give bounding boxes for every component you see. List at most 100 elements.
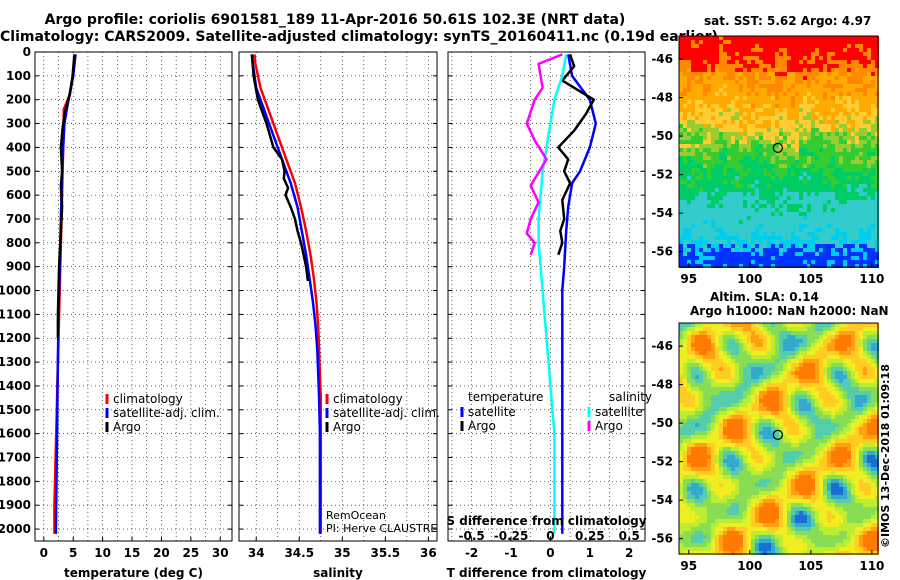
map-cell: [783, 411, 787, 415]
map-cell: [739, 236, 743, 240]
map-cell: [715, 124, 719, 128]
map-cell: [743, 475, 747, 479]
map-cell: [847, 44, 851, 48]
map-cell: [775, 495, 779, 499]
map-cell: [815, 120, 819, 124]
map-cell: [691, 36, 695, 40]
map-cell: [787, 192, 791, 196]
map-cell: [791, 539, 795, 543]
map-cell: [811, 112, 815, 116]
map-cell: [695, 72, 699, 76]
map-cell: [747, 475, 751, 479]
map-cell: [719, 160, 723, 164]
map-cell: [683, 88, 687, 92]
map-cell: [863, 236, 867, 240]
map-cell: [835, 44, 839, 48]
map-cell: [691, 44, 695, 48]
map-cell: [715, 96, 719, 100]
map-cell: [831, 212, 835, 216]
map-cell: [699, 108, 703, 112]
map-cell: [707, 515, 711, 519]
map-cell: [863, 88, 867, 92]
map-cell: [739, 371, 743, 375]
map-cell: [719, 531, 723, 535]
map-cell: [687, 68, 691, 72]
map-cell: [679, 427, 683, 431]
map-cell: [819, 60, 823, 64]
map-cell: [767, 531, 771, 535]
map-cell: [699, 327, 703, 331]
map-cell: [691, 419, 695, 423]
map-cell: [739, 499, 743, 503]
map-cell: [751, 423, 755, 427]
map-cell: [779, 391, 783, 395]
map-cell: [715, 403, 719, 407]
map-cell: [787, 200, 791, 204]
map-cell: [783, 76, 787, 80]
map-cell: [727, 431, 731, 435]
map-cell: [727, 539, 731, 543]
map-cell: [791, 120, 795, 124]
map-cell: [819, 120, 823, 124]
map-cell: [763, 144, 767, 148]
map-cell: [791, 200, 795, 204]
map-cell: [699, 351, 703, 355]
map-cell: [859, 132, 863, 136]
map-cell: [723, 164, 727, 168]
map-cell: [711, 68, 715, 72]
map-cell: [859, 144, 863, 148]
map-cell: [799, 339, 803, 343]
map-cell: [735, 519, 739, 523]
map-cell: [871, 64, 875, 68]
map-cell: [763, 196, 767, 200]
map-cell: [831, 68, 835, 72]
map-cell: [699, 136, 703, 140]
map-cell: [683, 415, 687, 419]
map-cell: [679, 331, 683, 335]
map-cell: [787, 523, 791, 527]
map-cell: [719, 108, 723, 112]
map-cell: [719, 76, 723, 80]
map-cell: [851, 160, 855, 164]
map-cell: [783, 547, 787, 551]
map-cell: [679, 112, 683, 116]
map-cell: [727, 367, 731, 371]
map-cell: [679, 48, 683, 52]
map-cell: [715, 391, 719, 395]
map-cell: [791, 84, 795, 88]
map-cell: [795, 427, 799, 431]
map-cell: [679, 140, 683, 144]
map-cell: [871, 192, 875, 196]
map-cell: [875, 40, 879, 44]
map-cell: [767, 427, 771, 431]
map-cell: [791, 228, 795, 232]
map-cell: [787, 80, 791, 84]
map-cell: [771, 343, 775, 347]
map-cell: [687, 527, 691, 531]
map-cell: [679, 547, 683, 551]
map-cell: [843, 200, 847, 204]
map-cell: [767, 124, 771, 128]
map-cell: [763, 84, 767, 88]
map-cell: [835, 192, 839, 196]
map-cell: [695, 136, 699, 140]
map-cell: [779, 323, 783, 327]
map-cell: [731, 156, 735, 160]
map-cell: [687, 355, 691, 359]
map-cell: [683, 347, 687, 351]
map-cell: [831, 40, 835, 44]
map-cell: [783, 144, 787, 148]
map-cell: [811, 80, 815, 84]
map-cell: [703, 351, 707, 355]
map-cell: [691, 248, 695, 252]
map-cell: [735, 511, 739, 515]
map-cell: [691, 264, 695, 268]
map-cell: [679, 192, 683, 196]
map-cell: [847, 244, 851, 248]
map-cell: [751, 483, 755, 487]
map-cell: [815, 156, 819, 160]
map-cell: [843, 84, 847, 88]
map-cell: [715, 547, 719, 551]
map-cell: [835, 128, 839, 132]
map-cell: [815, 224, 819, 228]
